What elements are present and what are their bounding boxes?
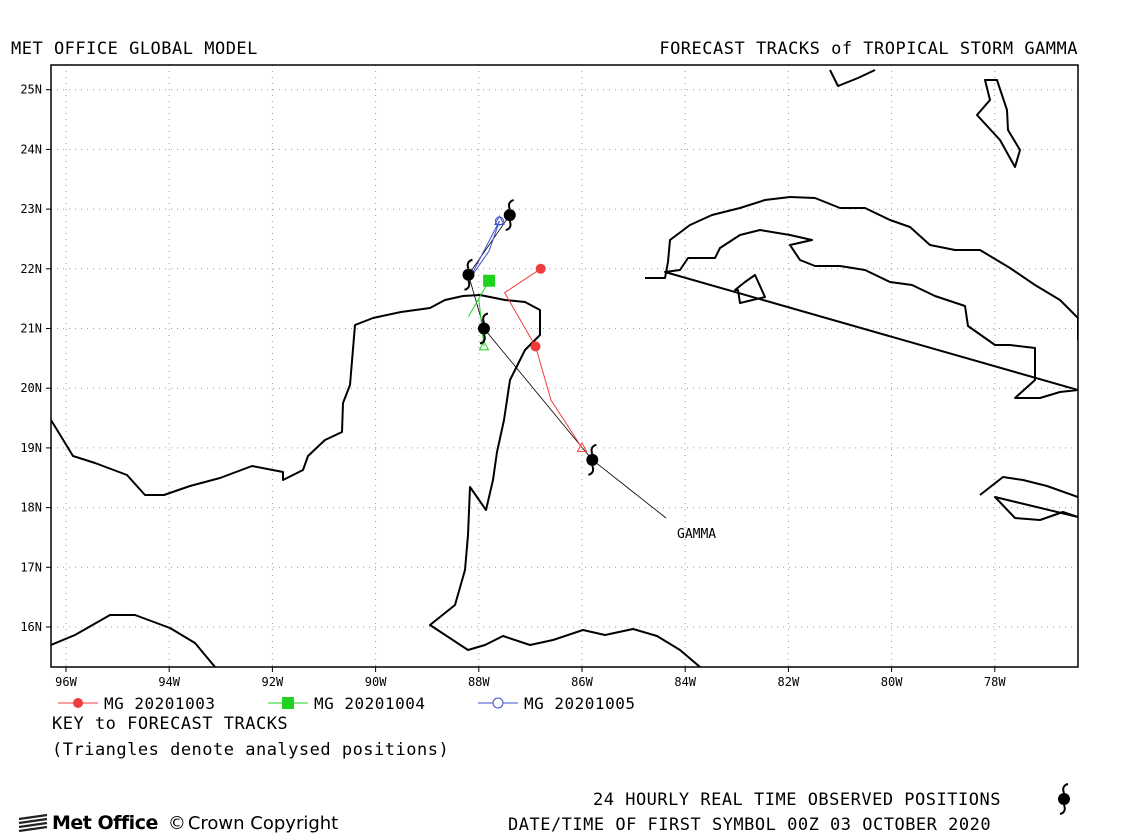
storm-name-label: GAMMA — [677, 527, 716, 542]
legend-marker-filled-square-icon — [268, 697, 308, 709]
forecast-marker-circle — [535, 263, 546, 274]
coastlines — [51, 69, 1078, 667]
lon-tick-label: 96W — [55, 675, 77, 689]
lat-tick-label: 25N — [20, 83, 42, 97]
forecast-track-line — [468, 280, 490, 347]
hurricane-symbol-arm — [464, 280, 471, 291]
forecast-marker-circle — [530, 341, 541, 352]
lat-tick-label: 16N — [20, 620, 42, 634]
hurricane-symbol-core — [462, 268, 475, 281]
datetime-text: DATE/TIME OF FIRST SYMBOL 00Z 03 OCTOBER… — [508, 815, 992, 835]
model-title: MET OFFICE GLOBAL MODEL — [11, 39, 258, 59]
hurricane-symbol-arm — [507, 199, 515, 210]
lat-tick-label: 17N — [20, 560, 42, 574]
hurricane-symbol-arm — [588, 465, 595, 476]
observed-track-line — [468, 214, 593, 461]
lat-tick-label: 23N — [20, 202, 42, 216]
lat-tick-label: 19N — [20, 441, 42, 455]
lon-tick-label: 82W — [778, 675, 800, 689]
legend-label: MG 20201003 — [104, 693, 216, 713]
hurricane-symbol-arm — [466, 258, 473, 270]
observed-positions-text: 24 HOURLY REAL TIME OBSERVED POSITIONS — [593, 790, 1001, 810]
legend-item-mg-20201005: MG 20201005 — [478, 693, 635, 713]
lat-tick-label: 24N — [20, 142, 42, 156]
met-office-logo: Met Office © Crown Copyright — [18, 812, 338, 834]
lat-tick-labels: 16N 17N 18N 19N 20N 21N 22N 23N 24N 25N — [20, 83, 51, 634]
lon-tick-label: 88W — [468, 675, 490, 689]
coastline-florida — [829, 69, 876, 87]
hurricane-symbol-arm — [479, 334, 486, 345]
lon-tick-label: 84W — [674, 675, 696, 689]
coastline-central-america-south — [51, 614, 216, 667]
key-note: (Triangles denote analysed positions) — [52, 740, 450, 760]
lon-tick-label: 78W — [984, 675, 1006, 689]
hurricane-symbol-icon — [1058, 783, 1070, 815]
coastline-hispaniola — [979, 476, 1078, 521]
lon-tick-labels: 96W 94W 92W 90W 88W 86W 84W 82W 80W 78W — [55, 667, 1006, 689]
coastline-cuba — [645, 196, 1078, 399]
lon-tick-label: 92W — [262, 675, 284, 689]
hurricane-symbol-icon — [477, 312, 490, 345]
copyright-text: Crown Copyright — [187, 812, 339, 834]
lat-tick-label: 18N — [20, 501, 42, 515]
legend-label: MG 20201005 — [524, 693, 636, 713]
forecast-marker-open-circle — [494, 216, 504, 226]
lat-tick-label: 20N — [20, 381, 42, 395]
hurricane-symbol-icon — [586, 443, 599, 476]
analysed-position-triangle — [478, 340, 490, 351]
hurricane-symbol-arm — [482, 312, 489, 323]
chart-title: FORECAST TRACKS of TROPICAL STORM GAMMA — [659, 39, 1078, 59]
hurricane-symbol-core — [586, 453, 599, 466]
map-plot-area — [51, 65, 1078, 667]
lon-tick-label: 94W — [158, 675, 180, 689]
coastline-mexico-yucatan — [51, 294, 701, 667]
hurricane-symbol-arm — [505, 220, 512, 232]
legend-marker-filled-circle-icon — [58, 698, 98, 708]
forecast-marker-square — [483, 274, 496, 287]
key-title: KEY to FORECAST TRACKS — [52, 714, 289, 734]
legend-marker-open-circle-icon — [478, 697, 518, 709]
legend-item-mg-20201003: MG 20201003 — [58, 693, 215, 713]
copyright-symbol-icon: © — [167, 812, 186, 834]
hurricane-symbol-icon — [503, 199, 516, 232]
hurricane-symbol-arm — [590, 443, 597, 455]
coastline-bahamas — [976, 79, 1021, 168]
lat-tick-label: 21N — [20, 322, 42, 336]
analysed-position-triangle — [576, 441, 588, 452]
met-office-logo-icon — [18, 814, 48, 832]
storm-label-leader — [592, 459, 667, 519]
coastline-isle-of-youth — [734, 274, 766, 304]
storm-tracks: GAMMA — [462, 199, 716, 542]
forecast-track-line — [468, 220, 500, 282]
lon-tick-label: 80W — [881, 675, 903, 689]
lat-tick-label: 22N — [20, 262, 42, 276]
hurricane-symbol-core — [477, 322, 490, 335]
legend-item-mg-20201004: MG 20201004 — [268, 693, 425, 713]
lon-tick-label: 90W — [365, 675, 387, 689]
forecast-map: 96W 94W 92W 90W 88W 86W 84W 82W 80W 78W 16N 17N 18N… — [20, 64, 1079, 689]
logo-text: Met Office — [52, 812, 158, 834]
hurricane-symbol-core — [503, 209, 516, 222]
lon-tick-label: 86W — [571, 675, 593, 689]
hurricane-symbol-icon — [462, 258, 475, 291]
legend-label: MG 20201004 — [314, 693, 426, 713]
